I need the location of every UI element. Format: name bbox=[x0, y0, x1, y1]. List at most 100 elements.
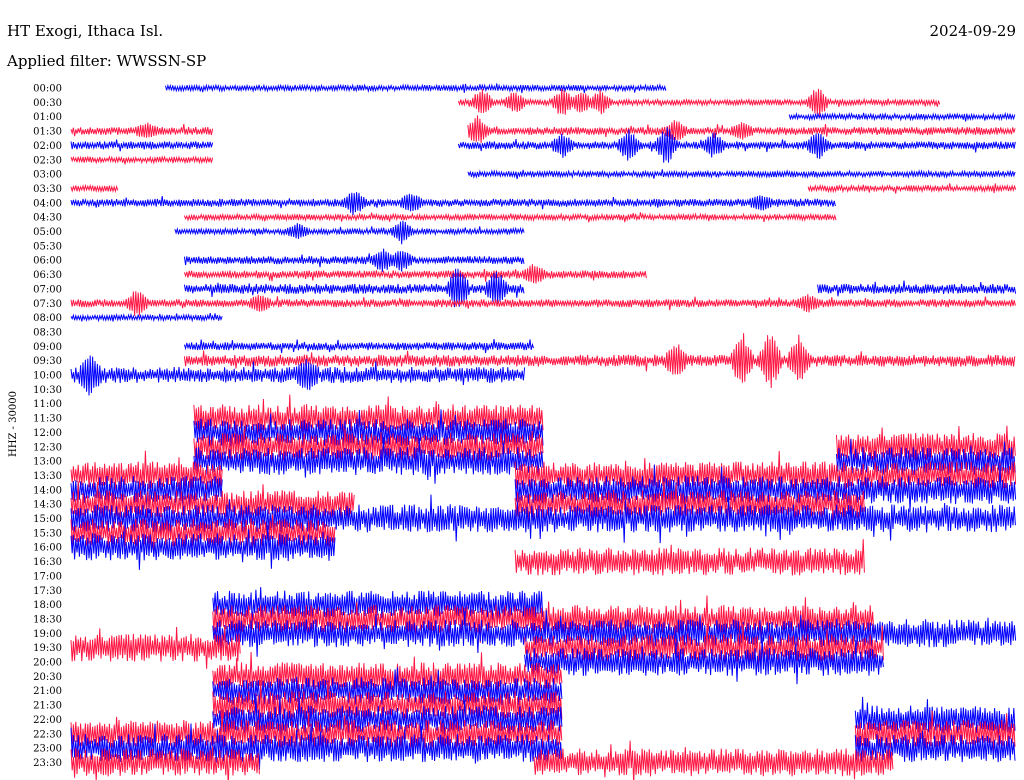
trace-row-16-segment-0 bbox=[70, 312, 223, 323]
time-tick-label: 18:00 bbox=[33, 600, 62, 611]
trace-row-3-segment-1 bbox=[467, 115, 1016, 144]
trace-row-42-segment-0 bbox=[212, 667, 563, 706]
time-tick-label: 14:30 bbox=[33, 500, 62, 511]
station-title: HT Exogi, Ithaca Isl. bbox=[7, 22, 163, 40]
time-tick-label: 04:00 bbox=[33, 198, 62, 209]
time-tick-label: 21:30 bbox=[33, 701, 62, 712]
trace-row-40-segment-0 bbox=[524, 637, 884, 685]
time-tick-label: 09:30 bbox=[33, 356, 62, 367]
trace-row-4-segment-1 bbox=[457, 127, 1016, 163]
trace-row-8-segment-0 bbox=[70, 192, 836, 216]
trace-row-30-segment-0 bbox=[70, 494, 1016, 544]
time-tick-label: 16:30 bbox=[33, 557, 62, 568]
time-tick-label: 15:30 bbox=[33, 528, 62, 539]
filter-label: Applied filter: WWSSN-SP bbox=[6, 52, 206, 70]
trace-row-32-segment-0 bbox=[70, 525, 336, 570]
time-tick-label: 02:30 bbox=[33, 155, 62, 166]
trace-row-45-segment-0 bbox=[70, 709, 563, 754]
trace-row-47-segment-1 bbox=[533, 740, 894, 780]
trace-row-28-segment-1 bbox=[514, 464, 1017, 515]
trace-row-37-segment-0 bbox=[212, 602, 544, 644]
trace-row-7-segment-0 bbox=[70, 183, 119, 194]
time-tick-labels: 00:00 00:30 01:00 01:30 02:00 02:30 03:00 03:30… bbox=[33, 84, 62, 769]
trace-row-20-segment-0 bbox=[70, 355, 526, 396]
trace-row-29-segment-0 bbox=[70, 481, 355, 527]
trace-row-26-segment-0 bbox=[193, 436, 544, 484]
time-tick-label: 03:00 bbox=[33, 170, 62, 181]
time-tick-label: 05:00 bbox=[33, 227, 62, 238]
y-axis-label: HHZ - 30000 bbox=[8, 391, 19, 457]
time-tick-label: 00:00 bbox=[33, 84, 62, 95]
trace-row-27-segment-1 bbox=[514, 450, 1017, 500]
trace-row-39-segment-1 bbox=[524, 623, 884, 671]
time-tick-label: 06:00 bbox=[33, 256, 62, 267]
time-tick-label: 13:30 bbox=[33, 471, 62, 482]
date-label: 2024-09-29 bbox=[930, 22, 1016, 40]
time-tick-label: 16:00 bbox=[33, 543, 62, 554]
time-tick-label: 03:30 bbox=[33, 184, 62, 195]
trace-row-44-segment-1 bbox=[854, 696, 1016, 742]
time-tick-label: 06:30 bbox=[33, 270, 62, 281]
time-tick-label: 23:30 bbox=[33, 758, 62, 769]
time-tick-label: 22:30 bbox=[33, 729, 62, 740]
time-tick-label: 22:00 bbox=[33, 715, 62, 726]
trace-row-5-segment-0 bbox=[70, 155, 214, 165]
trace-row-0-segment-0 bbox=[165, 83, 667, 94]
trace-row-37-segment-1 bbox=[524, 595, 875, 644]
time-tick-label: 19:00 bbox=[33, 629, 62, 640]
trace-row-25-segment-0 bbox=[193, 428, 544, 472]
time-tick-label: 12:00 bbox=[33, 428, 62, 439]
time-tick-label: 21:00 bbox=[33, 686, 62, 697]
trace-row-6-segment-0 bbox=[467, 169, 1016, 180]
trace-row-41-segment-0 bbox=[212, 651, 563, 701]
time-tick-label: 10:30 bbox=[33, 385, 62, 396]
trace-row-43-segment-0 bbox=[212, 679, 563, 730]
time-tick-label: 00:30 bbox=[33, 98, 62, 109]
time-tick-label: 09:00 bbox=[33, 342, 62, 353]
trace-row-33-segment-0 bbox=[514, 539, 865, 576]
trace-row-31-segment-0 bbox=[70, 514, 336, 551]
trace-row-9-segment-0 bbox=[183, 212, 837, 223]
trace-row-3-segment-0 bbox=[70, 122, 214, 138]
trace-row-36-segment-0 bbox=[212, 587, 544, 627]
time-tick-label: 11:00 bbox=[33, 399, 62, 410]
time-tick-label: 13:00 bbox=[33, 457, 62, 468]
trace-row-46-segment-0 bbox=[70, 723, 563, 771]
time-tick-label: 20:00 bbox=[33, 658, 62, 669]
trace-row-12-segment-0 bbox=[183, 248, 525, 272]
trace-row-47-segment-0 bbox=[70, 746, 260, 780]
trace-row-24-segment-0 bbox=[193, 409, 544, 453]
trace-row-27-segment-0 bbox=[70, 450, 223, 498]
time-tick-label: 08:30 bbox=[33, 327, 62, 338]
trace-row-15-segment-0 bbox=[70, 291, 1016, 316]
trace-row-14-segment-0 bbox=[183, 268, 525, 308]
trace-row-26-segment-1 bbox=[836, 438, 1016, 476]
time-tick-label: 07:30 bbox=[33, 299, 62, 310]
time-tick-label: 19:30 bbox=[33, 643, 62, 654]
trace-row-39-segment-0 bbox=[70, 626, 241, 669]
time-tick-label: 12:30 bbox=[33, 442, 62, 453]
time-tick-label: 15:00 bbox=[33, 514, 62, 525]
trace-row-29-segment-1 bbox=[514, 481, 865, 529]
trace-row-18-segment-0 bbox=[183, 339, 535, 354]
seismic-traces bbox=[70, 83, 1017, 780]
time-tick-label: 14:00 bbox=[33, 485, 62, 496]
time-tick-label: 20:30 bbox=[33, 672, 62, 683]
trace-row-1-segment-0 bbox=[457, 88, 941, 118]
time-tick-label: 04:30 bbox=[33, 213, 62, 224]
time-tick-label: 07:00 bbox=[33, 284, 62, 295]
trace-row-7-segment-1 bbox=[807, 183, 1017, 194]
time-tick-label: 23:00 bbox=[33, 744, 62, 755]
trace-row-25-segment-1 bbox=[836, 425, 1016, 469]
trace-row-23-segment-0 bbox=[193, 394, 544, 443]
trace-row-19-segment-0 bbox=[183, 333, 1016, 389]
time-tick-label: 01:00 bbox=[33, 112, 62, 123]
trace-row-14-segment-1 bbox=[817, 280, 1017, 297]
time-tick-label: 17:30 bbox=[33, 586, 62, 597]
trace-row-46-segment-1 bbox=[854, 730, 1016, 763]
time-tick-label: 02:00 bbox=[33, 141, 62, 152]
time-tick-label: 18:30 bbox=[33, 614, 62, 625]
time-tick-label: 01:30 bbox=[33, 127, 62, 138]
time-tick-label: 10:00 bbox=[33, 371, 62, 382]
